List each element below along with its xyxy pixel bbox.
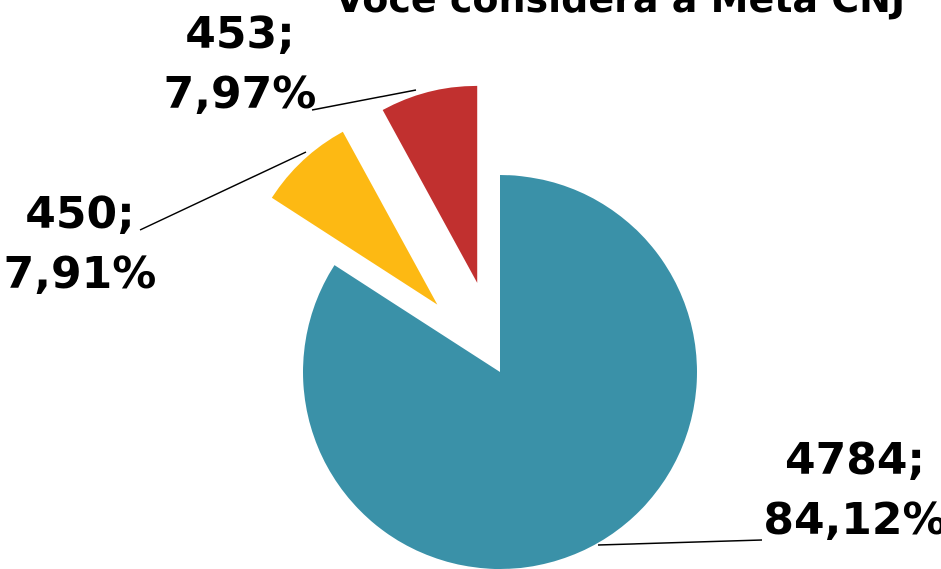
pie-slice bbox=[382, 85, 478, 283]
pie-slice bbox=[302, 175, 697, 569]
pie-slice bbox=[271, 131, 438, 305]
chart-title: Você considera a Meta CNJ bbox=[335, 0, 905, 21]
data-label: 4784; bbox=[785, 434, 925, 485]
data-label: 7,97% bbox=[164, 68, 317, 119]
data-label: 84,12% bbox=[763, 494, 941, 545]
leader-line bbox=[597, 539, 763, 546]
leader-line bbox=[139, 151, 307, 231]
data-label: 453; bbox=[185, 8, 294, 59]
data-label: 7,91% bbox=[4, 248, 157, 299]
leader-line bbox=[311, 89, 417, 111]
data-label: 450; bbox=[25, 188, 134, 239]
